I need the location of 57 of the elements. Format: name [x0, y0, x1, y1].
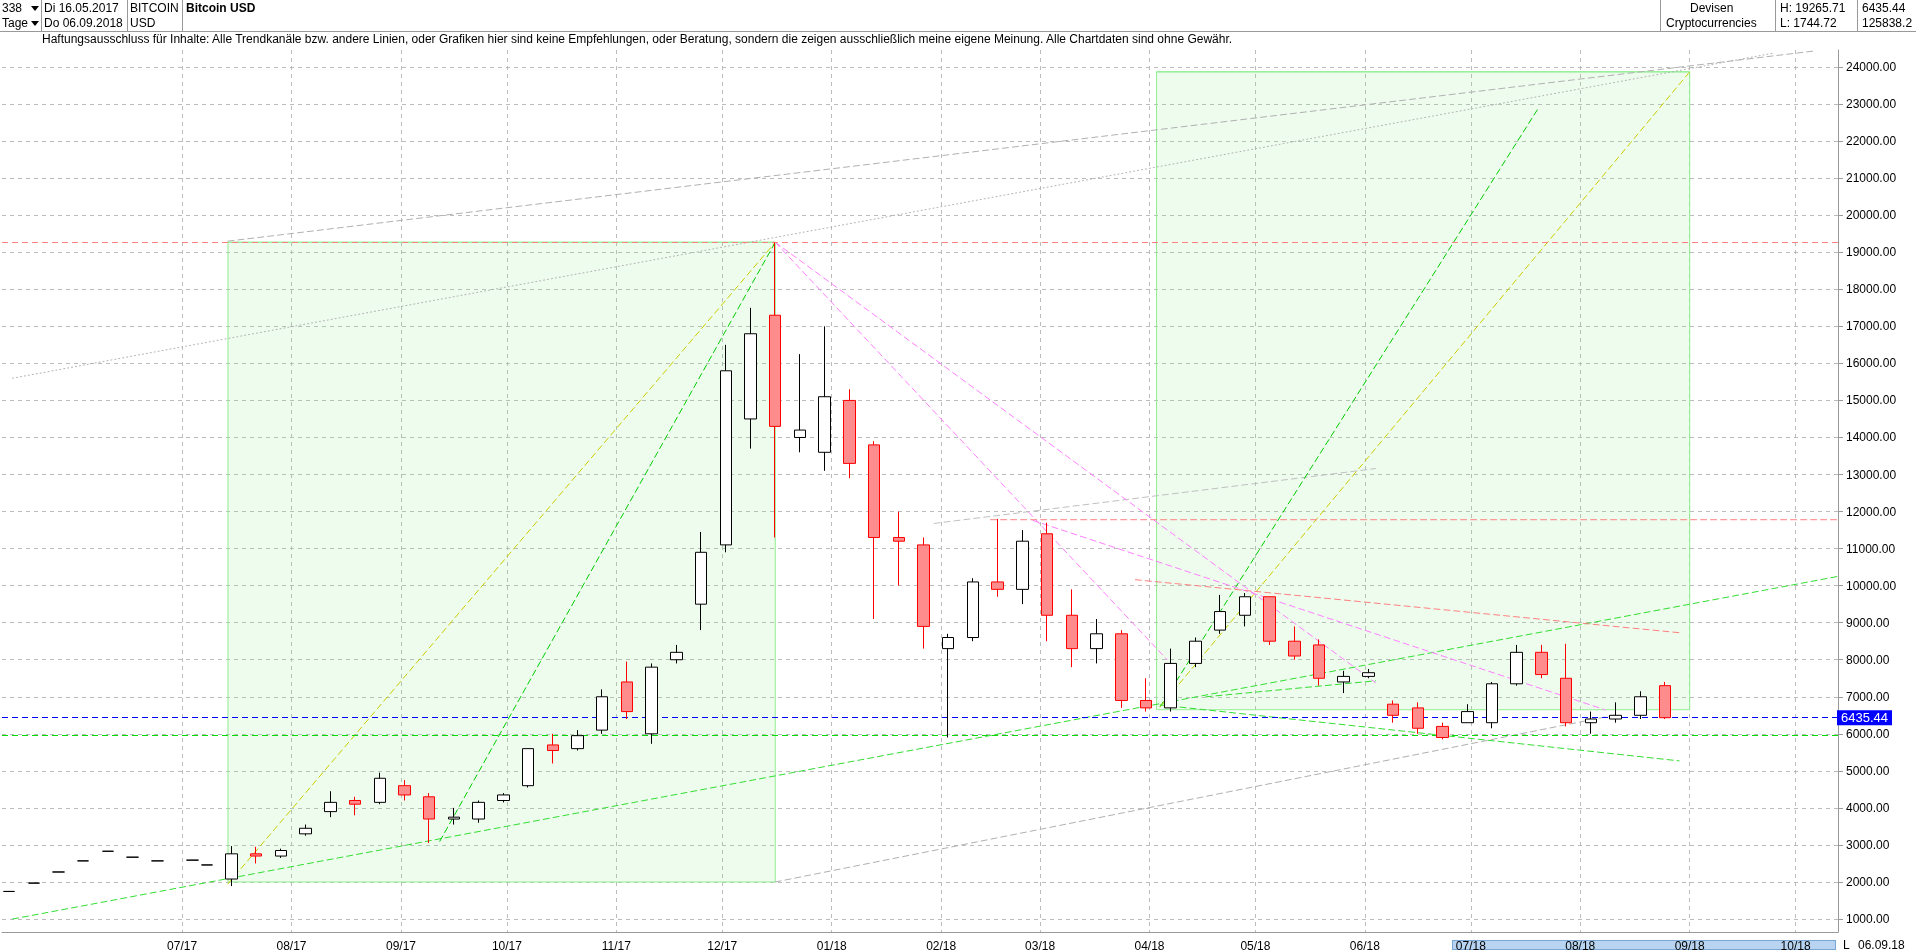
- y-tick-label: 24000.00: [1846, 60, 1897, 75]
- y-tick-label: 21000.00: [1846, 171, 1897, 186]
- text: 6435.44: [1862, 1, 1906, 15]
- text: L: [1843, 938, 1850, 952]
- y-tick-label: 8000.00: [1846, 652, 1890, 667]
- y-tick-label: 3000.00: [1846, 837, 1890, 852]
- text: Di 16.05.2017: [44, 1, 119, 15]
- y-tick-label: 10000.00: [1846, 578, 1897, 593]
- x-tick-label: 06/18: [1349, 939, 1381, 952]
- y-tick-label: 9000.00: [1846, 615, 1890, 630]
- text: Tage: [2, 16, 29, 30]
- text: Haftungsausschluss für Inhalte: Alle Trendkanäle bzw. andere Linien, oder Grafiken hier sind keine Empfehlungen, oder Beratung, sondern die zeigen ausschließlich meine eigene Meinung. Alle Chartdaten sind ohne Gewähr.: [42, 32, 1233, 46]
- x-tick-label: 09/17: [385, 939, 417, 952]
- x-tick-label: 04/18: [1134, 939, 1165, 952]
- y-tick-label: 5000.00: [1846, 763, 1890, 778]
- y-tick-label: 16000.00: [1846, 356, 1897, 371]
- x-tick-label: 07/18: [1455, 939, 1487, 952]
- text: 06.09.18: [1858, 938, 1905, 952]
- x-tick-label: 09/18: [1674, 939, 1706, 952]
- ref-line-label: 6435.44: [1841, 710, 1888, 726]
- text: BITCOIN: [130, 1, 179, 15]
- x-tick-label: 11/17: [601, 939, 632, 952]
- x-tick-label: 01/18: [816, 939, 848, 952]
- y-tick-label: 18000.00: [1846, 282, 1897, 297]
- text: Devisen: [1690, 1, 1734, 15]
- text: USD: [130, 16, 156, 30]
- y-tick-label: 20000.00: [1846, 208, 1897, 223]
- y-tick-label: 12000.00: [1846, 504, 1897, 519]
- x-tick-label: 07/17: [167, 939, 198, 952]
- text: L: 1744.72: [1780, 16, 1837, 30]
- chart-title: Bitcoin USD: [186, 1, 256, 15]
- text: Do 06.09.2018: [44, 16, 123, 30]
- x-tick-label: 10/18: [1780, 939, 1811, 952]
- x-tick-label: 10/17: [491, 939, 523, 952]
- y-tick-label: 13000.00: [1846, 467, 1897, 482]
- x-tick-label: 03/18: [1025, 939, 1056, 952]
- y-tick-label: 11000.00: [1846, 541, 1896, 556]
- x-tick-label: 08/18: [1565, 939, 1596, 952]
- y-tick-label: 15000.00: [1846, 393, 1897, 408]
- text: 338: [2, 1, 23, 15]
- x-tick-label: 05/18: [1240, 939, 1271, 952]
- y-tick-label: 1000.00: [1846, 912, 1890, 927]
- y-tick-label: 22000.00: [1846, 134, 1897, 149]
- text: 125838.2: [1862, 16, 1913, 30]
- text: H: 19265.71: [1780, 1, 1846, 15]
- y-tick-label: 19000.00: [1846, 245, 1897, 260]
- text: Cryptocurrencies: [1666, 16, 1757, 30]
- y-tick-label: 17000.00: [1846, 319, 1897, 334]
- x-tick-label: 02/18: [926, 939, 957, 952]
- y-tick-label: 4000.00: [1846, 800, 1890, 815]
- y-tick-label: 14000.00: [1846, 430, 1897, 445]
- y-tick-label: 23000.00: [1846, 97, 1897, 112]
- x-tick-label: 12/17: [707, 939, 738, 952]
- y-tick-label: 7000.00: [1846, 689, 1890, 704]
- x-tick-label: 08/17: [276, 939, 307, 952]
- y-tick-label: 2000.00: [1846, 874, 1890, 889]
- y-tick-label: 6000.00: [1846, 726, 1890, 741]
